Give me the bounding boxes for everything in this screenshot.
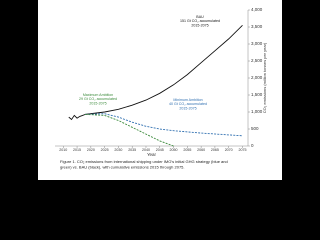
chart: 0 500 1,000 1,500 2,000 2,500 3,000 3,500 4,000 2… xyxy=(38,0,282,180)
y-tick-label: 2,500 xyxy=(251,58,263,63)
x-axis-label: Year xyxy=(147,152,157,157)
annotation: 2015-2075 xyxy=(89,101,106,105)
y-tick-label: 3,000 xyxy=(251,41,263,46)
annotation: 151 Gt CO₂ accumulated xyxy=(180,19,220,23)
caption: green) vs. BAU (black), with cumulative … xyxy=(60,165,185,170)
x-tick-label: 2030 xyxy=(114,148,122,152)
series-line xyxy=(68,113,86,121)
x-tick-label: 2035 xyxy=(128,148,136,152)
x-tick-label: 2045 xyxy=(156,148,164,152)
y-tick-label: 4,000 xyxy=(251,7,263,12)
series-line xyxy=(85,113,174,147)
x-tick-label: 2075 xyxy=(238,148,246,152)
annotation: BAU xyxy=(196,15,204,19)
slide xyxy=(38,0,282,180)
annotation: Minimum Ambition xyxy=(173,98,202,102)
annotation: 40 Gt CO₂ accumulated xyxy=(169,102,207,106)
annotation: Maximum Ambition xyxy=(83,93,113,97)
caption: Figure 1. CO₂ emissions from internation… xyxy=(60,159,228,164)
x-tick-label: 2065 xyxy=(211,148,219,152)
x-tick-label: 2055 xyxy=(183,148,191,152)
x-tick-label: 2050 xyxy=(170,148,178,152)
annotation: 29 Gt CO₂ accumulated xyxy=(79,97,117,101)
y-tick-label: 1,000 xyxy=(251,109,263,114)
x-tick-label: 2060 xyxy=(197,148,205,152)
y-tick-label: 500 xyxy=(251,126,259,131)
y-tick-label: 0 xyxy=(251,143,254,148)
y-tick-label: 1,500 xyxy=(251,92,263,97)
x-tick-label: 2010 xyxy=(59,148,67,152)
annotation: 2015-2075 xyxy=(191,23,208,27)
x-tick-label: 2070 xyxy=(225,148,233,152)
y-axis-label: CO₂ emissions (million tonnes per year) xyxy=(262,42,267,113)
y-tick-label: 3,500 xyxy=(251,24,263,29)
x-tick-label: 2040 xyxy=(142,148,150,152)
x-tick-label: 2020 xyxy=(87,148,95,152)
page: {"chart_data": {"type": "line", "x_label… xyxy=(38,0,282,180)
series-line xyxy=(85,24,243,115)
y-tick-label: 2,000 xyxy=(251,75,263,80)
x-tick-label: 2025 xyxy=(101,148,109,152)
x-tick-label: 2015 xyxy=(73,148,81,152)
annotation: 2015-2075 xyxy=(179,106,196,110)
series-line xyxy=(85,113,243,137)
